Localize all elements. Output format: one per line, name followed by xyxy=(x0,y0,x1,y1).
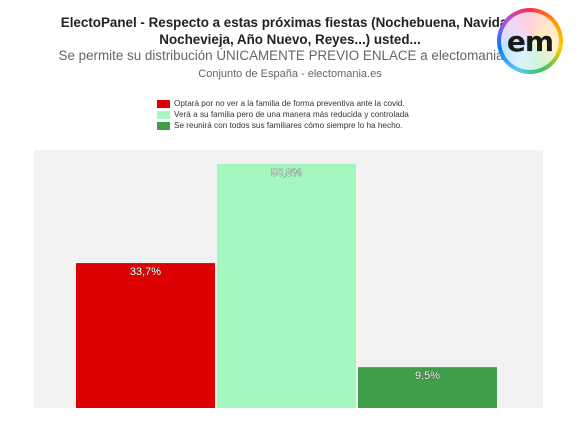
legend-item-3: Se reunirá con todos sus familiares cómo… xyxy=(157,120,409,131)
chart-title-line-1: ElectoPanel - Respecto a estas próximas … xyxy=(60,15,520,30)
bar-3 xyxy=(358,367,497,408)
chart-subtitle: Se permite su distribución ÚNICAMENTE PR… xyxy=(58,48,522,63)
electomania-logo: em xyxy=(497,8,563,74)
bar-2 xyxy=(217,163,356,408)
data-label-2: 56,8% xyxy=(271,167,302,179)
chart-title-line-2: Nochevieja, Año Nuevo, Reyes...) usted..… xyxy=(159,32,421,47)
chart-source: Conjunto de España - electomania.es xyxy=(198,68,382,80)
logo-text: em xyxy=(506,24,554,58)
chart-title: ElectoPanel - Respecto a estas próximas … xyxy=(0,14,580,48)
legend-item-1: Optará por no ver a la familia de forma … xyxy=(157,98,409,109)
legend-item-2: Verá a su familia pero de una manera más… xyxy=(157,109,409,120)
data-label-1: 33,7% xyxy=(130,266,161,278)
chart-legend: Optará por no ver a la familia de forma … xyxy=(157,98,409,131)
data-label-3: 9,5% xyxy=(415,370,440,382)
legend-label-2: Verá a su familia pero de una manera más… xyxy=(174,110,409,119)
legend-swatch-2 xyxy=(157,110,170,119)
bar-1 xyxy=(76,263,215,408)
legend-swatch-3 xyxy=(157,121,170,130)
legend-swatch-1 xyxy=(157,99,170,108)
legend-label-1: Optará por no ver a la familia de forma … xyxy=(174,99,405,108)
legend-label-3: Se reunirá con todos sus familiares cómo… xyxy=(174,121,403,130)
